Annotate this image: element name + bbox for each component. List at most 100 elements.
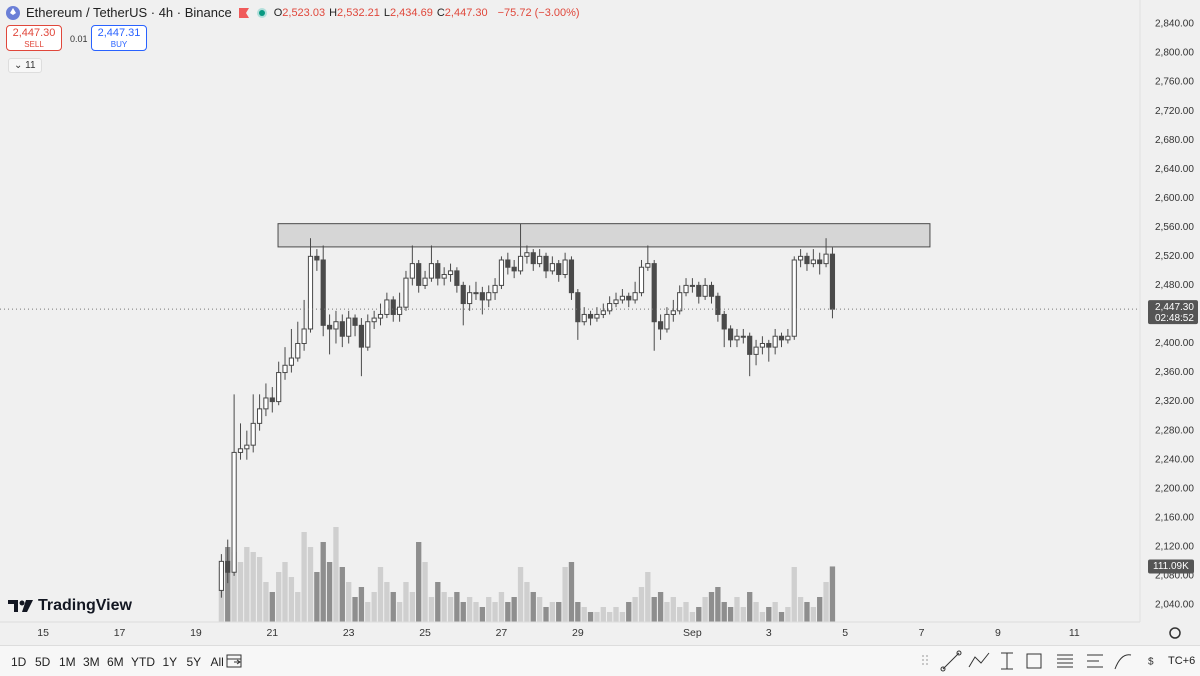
volume-bar [651, 597, 657, 622]
candle-body [638, 266, 645, 294]
volume-bar [568, 562, 575, 622]
ohlc-value: 2,447.30 [444, 6, 488, 19]
settings-icon[interactable] [1169, 627, 1181, 639]
volume-bar [282, 562, 288, 622]
volume-bar [778, 612, 785, 622]
candle-body [670, 310, 676, 315]
range-button[interactable]: YTD [131, 655, 155, 669]
candle-body [772, 335, 778, 348]
x-tick-label: 21 [266, 627, 278, 639]
sell-button[interactable]: 2,447.30 SELL [6, 25, 62, 51]
volume-bar [734, 597, 740, 622]
candle-body [728, 328, 734, 341]
logo: TradingView [8, 597, 132, 615]
buy-button[interactable]: 2,447.31 BUY [91, 25, 147, 51]
candle-body [696, 284, 702, 297]
candle-body [282, 364, 288, 374]
volume-bar [288, 577, 295, 622]
candle-body [256, 408, 263, 424]
candle-body [581, 313, 587, 323]
volume-bar [377, 567, 384, 622]
range-button[interactable]: 1M [59, 655, 76, 669]
volume-bar [670, 597, 676, 622]
range-button[interactable]: 6M [107, 655, 124, 669]
candle-body [804, 255, 810, 265]
candle-body [225, 560, 231, 573]
candle-body [575, 292, 581, 323]
timezone[interactable]: TC+6 [1168, 655, 1196, 667]
ohlc-key: H [329, 6, 338, 19]
range-button[interactable]: 1D [11, 655, 27, 669]
candle-body [307, 255, 314, 330]
volume-bar [549, 602, 556, 622]
volume-bar [759, 612, 766, 622]
candle-body [333, 321, 339, 330]
volume-bar [556, 602, 562, 622]
volume-bar [524, 582, 530, 622]
volume-bar [677, 607, 683, 622]
range-button[interactable]: 5Y [186, 655, 202, 669]
volume-bar [727, 607, 734, 622]
range-button[interactable]: 1Y [162, 655, 178, 669]
candle-body [600, 310, 606, 315]
x-tick-label: 27 [496, 627, 508, 639]
volume-bar [473, 602, 479, 622]
candle-body [810, 259, 816, 265]
volume-bar [753, 602, 759, 622]
candle-body [562, 259, 568, 276]
candle-body [664, 313, 670, 330]
volume-bar [339, 567, 345, 622]
candle-body [263, 397, 269, 410]
volume-bar [594, 612, 600, 622]
volume-bar [486, 597, 492, 622]
range-button[interactable]: 3M [83, 655, 100, 669]
currency-tool[interactable]: $ [1148, 657, 1154, 668]
eth-icon [6, 5, 20, 20]
candle-body [715, 295, 721, 315]
volume-bar [511, 597, 517, 622]
volume-bar [371, 592, 377, 622]
buy-label: BUY [110, 40, 128, 49]
candle-body [467, 292, 473, 305]
range-button[interactable]: 5D [35, 655, 51, 669]
last-price-label: 2,447.30 [1155, 302, 1194, 313]
volume-bar [320, 542, 326, 622]
candle-body [734, 335, 740, 341]
date-range-icon[interactable] [225, 652, 245, 670]
volume-bar [352, 597, 358, 622]
range-button[interactable]: All [210, 655, 224, 669]
volume-bar [766, 607, 772, 622]
y-tick-label: 2,160.00 [1155, 512, 1194, 523]
candle-body [269, 397, 275, 403]
volume-bar [498, 592, 505, 622]
volume-bar [536, 597, 543, 622]
candle-body [798, 255, 804, 261]
last-volume-label: 111.09K [1153, 561, 1189, 572]
volume-bar [441, 592, 447, 622]
last-price-badge [1148, 300, 1198, 325]
volume-bar [447, 597, 454, 622]
sell-price: 2,447.30 [12, 27, 56, 39]
drawing-tools[interactable]: $ [915, 649, 1165, 673]
volume-bar [810, 607, 817, 622]
candle-body [556, 263, 562, 276]
volume-bar [365, 602, 371, 622]
candle-body [403, 277, 409, 308]
candle-body [829, 253, 836, 310]
flag-icon[interactable] [238, 7, 250, 19]
candle-body [428, 263, 435, 279]
x-tick-label: 9 [995, 627, 1001, 639]
candle-body [371, 317, 377, 323]
candle-body [390, 299, 396, 315]
volume-bar [358, 587, 365, 622]
volume-bar [428, 597, 435, 622]
y-tick-label: 2,200.00 [1155, 483, 1194, 494]
indicators-toggle[interactable]: ⌄ 11 [8, 58, 42, 73]
candle-body [683, 284, 689, 294]
candle-body [791, 259, 797, 337]
candle-body [320, 259, 326, 326]
candle-body [524, 252, 530, 257]
candle-body [479, 292, 485, 301]
volume-bar [276, 572, 282, 622]
volume-bar [645, 572, 651, 622]
